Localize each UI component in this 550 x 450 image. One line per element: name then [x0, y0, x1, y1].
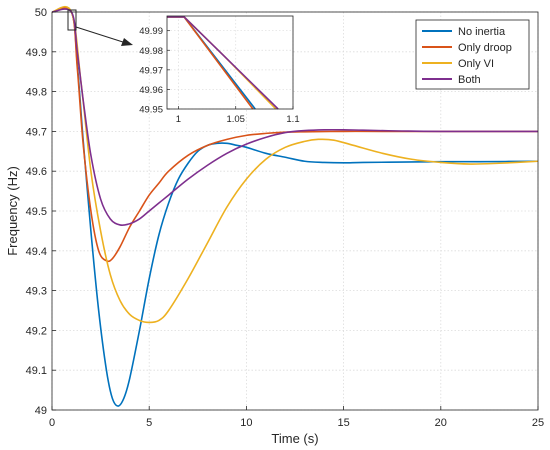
- inset-y-tick-label: 49.96: [139, 85, 163, 96]
- series-layer: [51, 5, 539, 407]
- series-line-only-droop: [51, 7, 538, 263]
- x-tick-label: 20: [435, 417, 447, 429]
- inset-chart: 1 1.05 1.1 49.95 49.96 49.97 49.98 49.99: [139, 15, 300, 125]
- y-tick-label: 49.3: [26, 286, 47, 298]
- series-line-only-vi: [51, 5, 539, 324]
- x-tick-label: 10: [240, 417, 252, 429]
- y-axis-label: Frequency (Hz): [5, 166, 20, 256]
- y-tick-label: 49.5: [26, 206, 47, 218]
- x-tick-label: 25: [532, 417, 544, 429]
- inset-y-tick-label: 49.98: [139, 46, 163, 57]
- legend-label-only-droop: Only droop: [458, 42, 512, 54]
- x-tick-label: 0: [49, 417, 55, 429]
- y-tick-label: 49.9: [26, 47, 47, 59]
- inset-series-line-both: [167, 16, 279, 110]
- inset-x-tick-labels: 1 1.05 1.1: [176, 114, 300, 125]
- inset-x-tick-label: 1: [176, 114, 181, 125]
- x-tick-label: 5: [146, 417, 152, 429]
- y-tick-label: 49: [35, 405, 47, 417]
- y-tick-labels: 49 49.1 49.2 49.3 49.4 49.5 49.6 49.7 49.8 49.9 50: [26, 7, 47, 417]
- series-line-no-inertia: [51, 7, 539, 407]
- x-tick-labels: 0 5 10 15 20 25: [49, 417, 544, 429]
- zoom-region-marker: [67, 9, 77, 31]
- legend-label-no-inertia: No inertia: [458, 26, 506, 38]
- legend-label-only-vi: Only VI: [458, 58, 494, 70]
- inset-series-layer: [167, 16, 279, 110]
- inset-tick-marks: [167, 30, 294, 110]
- y-tick-label: 49.6: [26, 166, 47, 178]
- inset-x-tick-label: 1.05: [226, 114, 245, 125]
- legend-label-both: Both: [458, 74, 481, 86]
- inset-y-tick-label: 49.95: [139, 105, 163, 116]
- y-tick-label: 50: [35, 7, 47, 19]
- y-tick-label: 49.8: [26, 87, 47, 99]
- inset-x-tick-label: 1.1: [286, 114, 299, 125]
- inset-y-tick-labels: 49.95 49.96 49.97 49.98 49.99: [139, 26, 163, 115]
- inset-axes-box: [166, 15, 294, 110]
- inset-y-tick-label: 49.99: [139, 26, 163, 37]
- y-tick-label: 49.1: [26, 365, 47, 377]
- y-tick-label: 49.2: [26, 325, 47, 337]
- x-tick-label: 15: [337, 417, 349, 429]
- legend: No inertia Only droop Only VI Both: [415, 19, 530, 90]
- x-axis-label: Time (s): [271, 431, 318, 446]
- zoom-arrow-line: [75, 26, 127, 44]
- y-tick-label: 49.4: [26, 246, 47, 258]
- y-tick-label: 49.7: [26, 126, 47, 138]
- inset-y-tick-label: 49.97: [139, 65, 163, 76]
- series-line-both: [51, 8, 539, 227]
- zoom-arrow-head: [121, 38, 133, 46]
- tick-marks: [51, 11, 539, 411]
